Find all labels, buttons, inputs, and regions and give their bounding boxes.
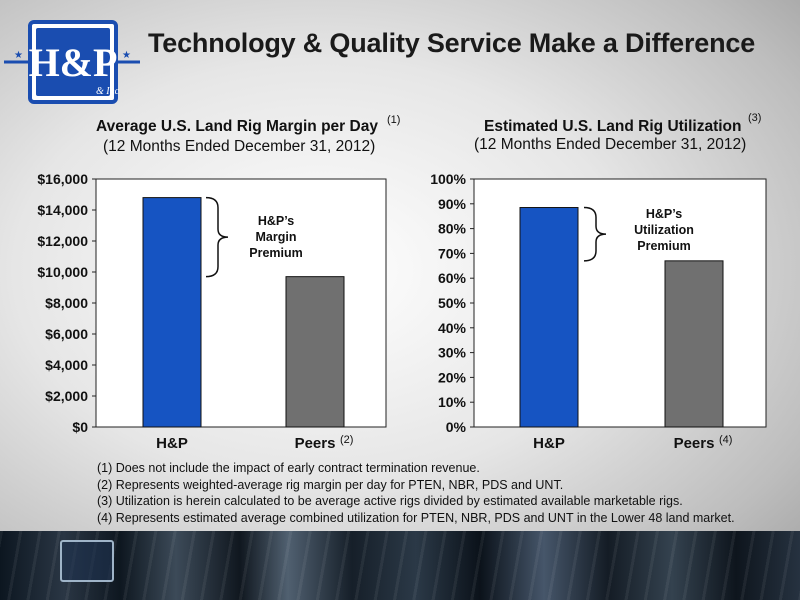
- chart1-title-footnote-ref: (1): [387, 114, 401, 126]
- chart2-ytick-label: 80%: [438, 221, 467, 237]
- chart2-ytick-label: 50%: [438, 295, 467, 311]
- chart2-title-footnote-ref: (3): [748, 112, 762, 124]
- chart2-title: Estimated U.S. Land Rig Utilization: [484, 118, 742, 135]
- chart1-ytick-label: $2,000: [45, 388, 88, 404]
- chart1-ytick-label: $10,000: [37, 264, 88, 280]
- chart1-ytick-label: $12,000: [37, 233, 88, 249]
- chart2-bar-peers: [664, 260, 724, 428]
- chart2-premium-brace: [583, 206, 607, 262]
- chart1-ytick-label: $14,000: [37, 202, 88, 218]
- chart2-ytick-label: 0%: [446, 419, 467, 435]
- chart1-bar-peers: [285, 276, 345, 428]
- chart1-ytick-label: $4,000: [45, 357, 88, 373]
- chart2-ytick-label: 20%: [438, 369, 467, 385]
- chart2-ytick-label: 40%: [438, 320, 467, 336]
- chart2-premium-annotation: H&P’s: [646, 207, 682, 221]
- footnote-4: (4) Represents estimated average combine…: [97, 510, 735, 525]
- chart2-premium-annotation: Premium: [637, 239, 691, 253]
- footnote-3: (3) Utilization is herein calculated to …: [97, 494, 683, 508]
- chart2-ytick-label: 100%: [430, 171, 466, 187]
- chart2-ytick-label: 60%: [438, 270, 467, 286]
- chart1-ytick-label: $8,000: [45, 295, 88, 311]
- footnote-2: (2) Represents weighted-average rig marg…: [97, 477, 564, 492]
- logo-text: H&P: [29, 40, 118, 85]
- chart2-bar-hp: [519, 207, 579, 428]
- chart1-premium-brace: [205, 196, 229, 278]
- chart1-ytick-label: $0: [72, 419, 88, 435]
- chart2-ytick-label: 10%: [438, 394, 467, 410]
- chart1-ytick-label: $16,000: [37, 171, 88, 187]
- footnotes: (1) Does not include the impact of early…: [97, 460, 787, 526]
- footnote-1: (1) Does not include the impact of early…: [97, 461, 480, 475]
- chart1-category-label: Peers: [295, 435, 336, 452]
- logo-star-right: ★: [122, 50, 131, 61]
- chart1-bar-hp: [142, 197, 202, 428]
- logo-small-text: & Inc: [96, 86, 120, 97]
- logo-star-left: ★: [14, 50, 23, 61]
- chart2-subtitle: (12 Months Ended December 31, 2012): [474, 136, 747, 153]
- chart1-ytick-label: $6,000: [45, 326, 88, 342]
- strip-logo: [60, 540, 114, 582]
- chart2-category-label: Peers: [674, 435, 715, 452]
- drilling-photo-strip: [0, 531, 800, 600]
- chart1-premium-annotation: H&P’s: [258, 214, 294, 228]
- chart2-ytick-label: 70%: [438, 245, 467, 261]
- hp-logo: H&P ★ ★ & Inc: [4, 20, 140, 104]
- chart1-title: Average U.S. Land Rig Margin per Day: [96, 118, 378, 135]
- slide-title: Technology & Quality Service Make a Diff…: [148, 28, 756, 58]
- chart1-peers-footnote-ref: (2): [340, 434, 353, 446]
- chart1-premium-annotation: Premium: [249, 246, 303, 260]
- chart2-ytick-label: 30%: [438, 345, 467, 361]
- chart1-category-label: H&P: [156, 435, 188, 452]
- chart2-category-label: H&P: [533, 435, 565, 452]
- chart1-subtitle: (12 Months Ended December 31, 2012): [103, 138, 376, 155]
- chart2-ytick-label: 90%: [438, 196, 467, 212]
- chart2-premium-annotation: Utilization: [634, 223, 694, 237]
- chart2-peers-footnote-ref: (4): [719, 434, 732, 446]
- chart1-premium-annotation: Margin: [256, 230, 297, 244]
